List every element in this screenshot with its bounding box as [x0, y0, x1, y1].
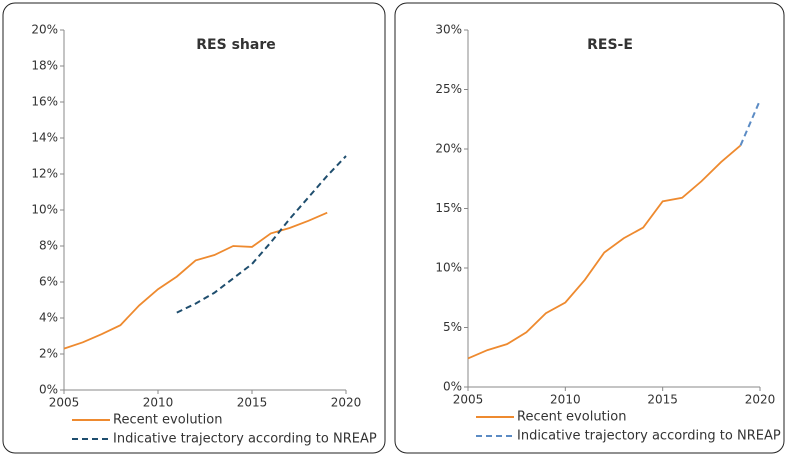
series-line	[739, 99, 761, 146]
x-tick-label: 2010	[550, 393, 581, 407]
y-tick-label: 0%	[39, 383, 58, 397]
panel-frame	[394, 2, 785, 454]
y-tick-label: 2%	[39, 347, 58, 361]
legend-label: Recent evolution	[517, 410, 626, 425]
y-tick-label: 20%	[435, 142, 462, 156]
y-tick-label: 12%	[31, 167, 58, 181]
y-tick-label: 25%	[435, 82, 462, 96]
y-tick-label: 5%	[443, 320, 462, 334]
y-tick-label: 20%	[31, 23, 58, 37]
y-tick-label: 8%	[39, 239, 58, 253]
y-tick-label: 10%	[31, 203, 58, 217]
x-tick-label: 2020	[745, 393, 776, 407]
y-tick-label: 10%	[435, 261, 462, 275]
y-tick-label: 14%	[31, 131, 58, 145]
x-tick-label: 2015	[237, 396, 268, 410]
y-tick-label: 16%	[31, 95, 58, 109]
y-tick-label: 4%	[39, 311, 58, 325]
y-tick-label: 15%	[435, 201, 462, 215]
series-line	[176, 155, 347, 314]
legend-label: Recent evolution	[113, 413, 222, 428]
chart-title: RES share	[196, 37, 275, 53]
y-tick-label: 30%	[435, 23, 462, 37]
legend-label: Indicative trajectory according to NREAP	[113, 432, 377, 447]
series-line	[63, 211, 328, 350]
y-tick-label: 0%	[443, 380, 462, 394]
x-tick-label: 2010	[143, 396, 174, 410]
x-tick-label: 2015	[647, 393, 678, 407]
panel-frame	[2, 2, 386, 454]
x-tick-label: 2005	[49, 396, 80, 410]
x-tick-label: 2020	[331, 396, 362, 410]
chart-title: RES-E	[587, 37, 633, 53]
y-tick-label: 18%	[31, 59, 58, 73]
series-line	[467, 144, 742, 360]
x-tick-label: 2005	[453, 393, 484, 407]
legend-label: Indicative trajectory according to NREAP	[517, 429, 781, 444]
y-tick-label: 6%	[39, 275, 58, 289]
